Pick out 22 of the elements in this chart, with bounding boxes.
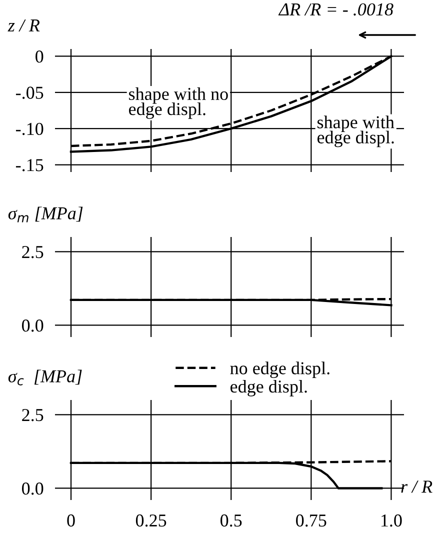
- y-tick-label: 0: [36, 50, 44, 63]
- y-axis-title: σ$_{m}$ [MPa]: [8, 206, 83, 222]
- x-axis-title: r / R: [401, 480, 432, 493]
- text: ΔR /R = - .0018: [278, 3, 394, 16]
- y-tick-label: -.15: [16, 159, 44, 172]
- annotation: shape with edge displ.: [317, 116, 394, 148]
- legend-label: edge displ.: [230, 380, 307, 396]
- y-axis-title: z / R: [8, 19, 40, 32]
- annotation: shape with no edge displ.: [128, 87, 228, 119]
- y-axis-title: σ$_{c}$ [MPa]: [8, 370, 82, 386]
- y-tick-label: 0.0: [22, 319, 44, 332]
- y-tick-label: 0.0: [22, 482, 44, 495]
- legend-label: no edge displ.: [230, 362, 330, 378]
- y-tick-label: -.10: [16, 122, 44, 136]
- x-tick-label: 1.0: [381, 514, 402, 527]
- x-tick-label: 0.25: [136, 514, 166, 527]
- y-tick-label: 2.5: [22, 246, 44, 258]
- x-tick-label: 0.5: [220, 514, 242, 527]
- x-tick-label: 0.75: [296, 514, 326, 527]
- y-tick-label: -.05: [16, 86, 44, 99]
- x-tick-label: 0: [67, 514, 75, 527]
- y-tick-label: 2.5: [22, 409, 44, 422]
